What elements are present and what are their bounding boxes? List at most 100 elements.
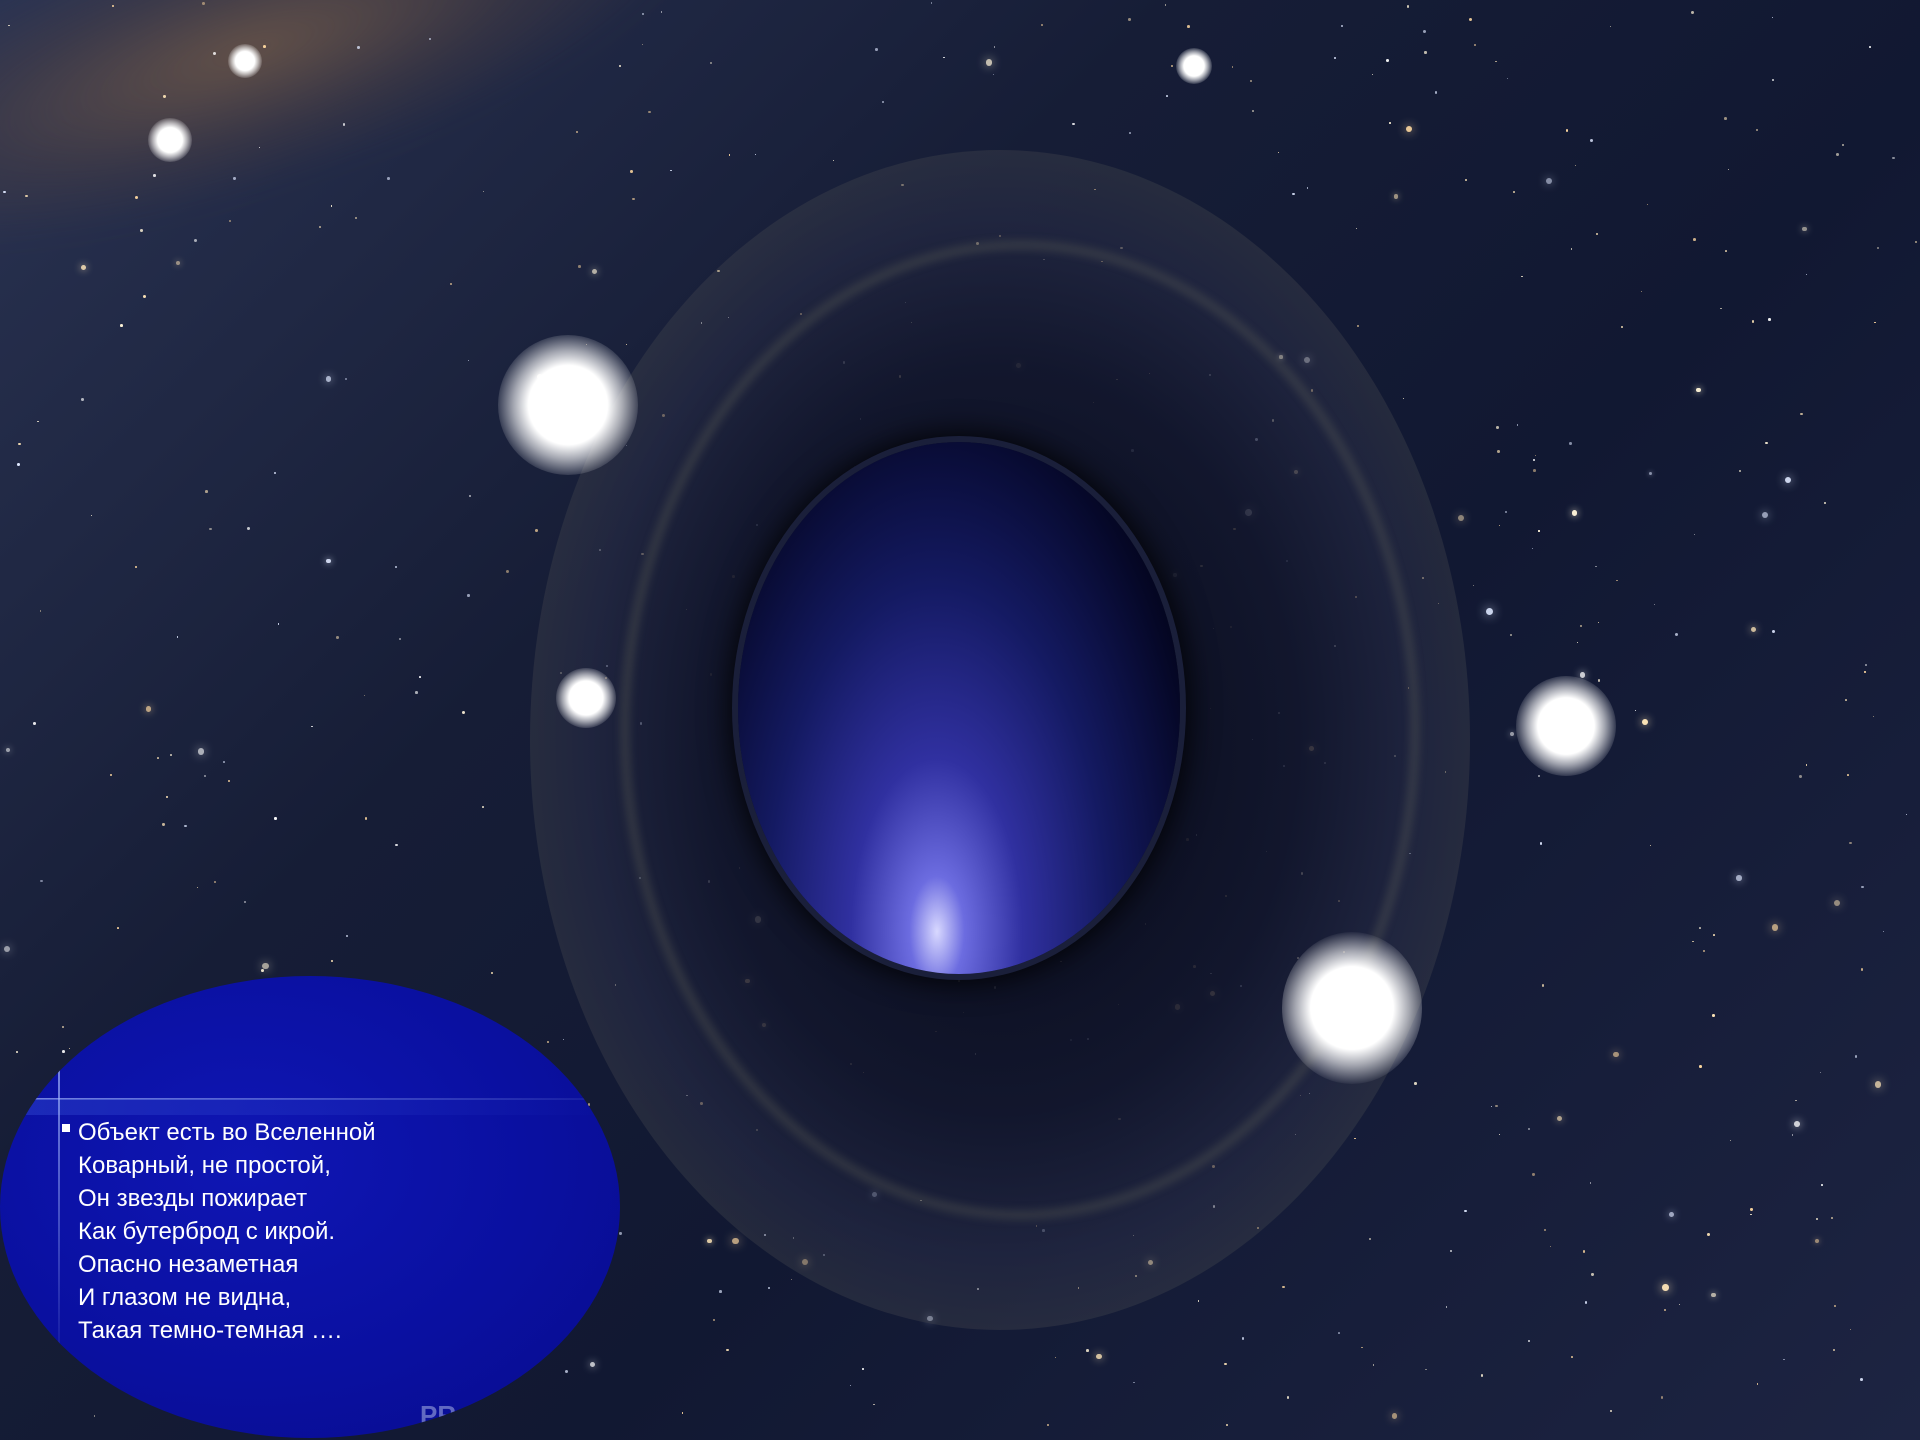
star xyxy=(1831,1216,1834,1220)
bright-star xyxy=(1176,48,1212,84)
star xyxy=(39,609,42,612)
star xyxy=(1694,533,1696,535)
star xyxy=(1772,924,1779,931)
star xyxy=(1736,875,1742,881)
star xyxy=(1546,178,1553,185)
star xyxy=(1338,1332,1340,1334)
star xyxy=(1771,17,1774,19)
star xyxy=(482,190,484,192)
star xyxy=(710,61,713,64)
star xyxy=(415,691,418,694)
star xyxy=(1750,1208,1753,1211)
star xyxy=(660,11,663,14)
star xyxy=(619,1232,622,1235)
star xyxy=(648,110,651,114)
star xyxy=(399,638,401,640)
star xyxy=(1497,450,1501,453)
star xyxy=(1486,607,1494,615)
star xyxy=(1509,731,1515,737)
star xyxy=(1815,1218,1818,1221)
star xyxy=(1570,1356,1573,1359)
star xyxy=(1472,584,1475,587)
star xyxy=(546,1041,549,1044)
star xyxy=(1197,1300,1199,1302)
star xyxy=(357,45,360,49)
star xyxy=(1422,29,1426,33)
star xyxy=(1865,664,1868,666)
star xyxy=(166,796,168,798)
star xyxy=(1664,1309,1667,1311)
bright-star xyxy=(556,668,616,728)
star xyxy=(1372,73,1374,76)
star xyxy=(1861,885,1864,889)
lensing-halo xyxy=(620,240,1420,1220)
star xyxy=(1532,1173,1535,1176)
star xyxy=(618,65,621,68)
star xyxy=(386,177,390,180)
star xyxy=(1692,940,1695,943)
star xyxy=(726,1349,729,1352)
star xyxy=(873,1403,875,1406)
star xyxy=(791,1278,793,1281)
star xyxy=(1495,1104,1498,1108)
star xyxy=(342,123,346,126)
star xyxy=(1393,194,1398,199)
star xyxy=(1791,1134,1794,1136)
star xyxy=(1892,156,1896,160)
star xyxy=(1389,122,1391,125)
star xyxy=(1361,1346,1364,1349)
star xyxy=(1531,548,1533,550)
star xyxy=(1569,442,1572,445)
star xyxy=(81,398,84,401)
star xyxy=(1496,425,1499,429)
decor-line xyxy=(58,1056,60,1356)
star xyxy=(319,226,321,228)
star xyxy=(1278,151,1280,153)
star xyxy=(33,722,36,726)
star xyxy=(418,676,421,678)
star xyxy=(1521,276,1523,278)
star xyxy=(1864,671,1866,673)
star xyxy=(1674,632,1678,636)
poem-line: Как бутерброд с икрой. xyxy=(78,1218,336,1245)
star xyxy=(1539,842,1543,845)
star xyxy=(632,197,635,200)
star xyxy=(875,47,878,51)
star xyxy=(1595,566,1597,568)
star xyxy=(233,177,236,180)
bright-star xyxy=(498,335,638,475)
star xyxy=(1096,1353,1102,1360)
star xyxy=(1458,515,1465,522)
star xyxy=(1406,5,1410,8)
star xyxy=(1751,320,1754,323)
star xyxy=(1771,630,1775,634)
star xyxy=(1849,841,1852,845)
star xyxy=(1565,129,1569,132)
star xyxy=(1835,153,1839,157)
star xyxy=(642,43,644,45)
star xyxy=(247,526,251,530)
star xyxy=(1642,719,1648,725)
star xyxy=(1086,1349,1089,1352)
star xyxy=(1609,1409,1613,1413)
star xyxy=(1598,679,1601,682)
star xyxy=(1793,1121,1800,1127)
star xyxy=(1648,471,1652,475)
star xyxy=(535,528,538,532)
star xyxy=(985,59,993,66)
bright-star xyxy=(228,44,262,78)
star xyxy=(1860,968,1864,971)
star xyxy=(1537,775,1540,778)
star xyxy=(1369,1238,1372,1241)
star xyxy=(1662,1284,1669,1291)
star xyxy=(1435,91,1438,94)
star xyxy=(862,1368,865,1370)
star xyxy=(274,817,277,820)
star xyxy=(641,12,644,15)
star xyxy=(1800,412,1804,416)
star xyxy=(1538,530,1540,532)
star xyxy=(196,886,199,888)
star xyxy=(467,594,470,597)
star xyxy=(1506,77,1509,80)
star xyxy=(244,901,247,904)
